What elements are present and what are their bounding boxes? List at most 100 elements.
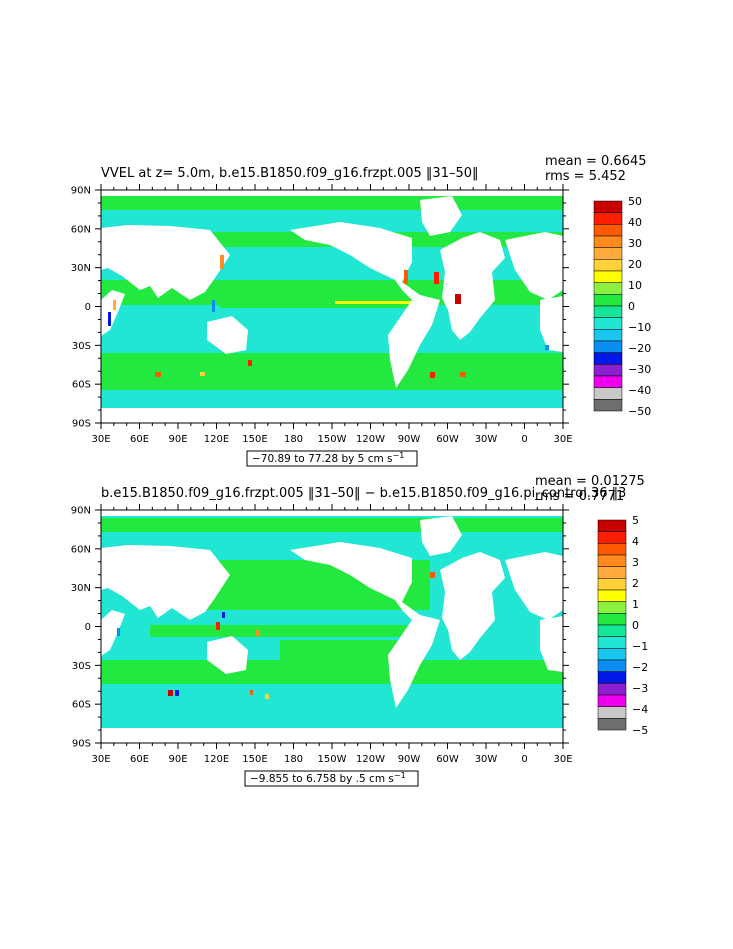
- colorbar-swatch: [593, 387, 623, 400]
- panel-bottom-title: b.e15.B1850.f09_g16.frzpt.005 ‖31–50‖ − …: [101, 486, 626, 501]
- lat-tick-label: 30S: [72, 661, 91, 672]
- lon-tick-label: 60E: [130, 434, 149, 445]
- lat-tick-label: 60N: [71, 544, 91, 555]
- lon-tick-label: 180: [284, 754, 303, 765]
- colorbar-label: 5: [632, 514, 639, 527]
- colorbar-label: −2: [632, 661, 648, 674]
- colorbar-swatch: [597, 706, 627, 719]
- diff-band-southern: [101, 660, 563, 684]
- colorbar-swatch: [597, 554, 627, 567]
- colorbar-swatch: [597, 648, 627, 661]
- panel-top-colorbar: 50 40 30 20 10 0 −10 −20 −30 −40 −50: [593, 195, 651, 418]
- lon-tick-label: 60W: [436, 754, 459, 765]
- colorbar-label: 2: [632, 577, 639, 590]
- panel-top-range-box: [246, 450, 418, 467]
- lat-tick-label: 30N: [71, 583, 91, 594]
- colorbar-swatch: [597, 694, 627, 707]
- lon-tick-label: 150W: [318, 434, 347, 445]
- panel-bottom-map: [101, 510, 563, 743]
- lat-tick-label: 90N: [71, 186, 91, 197]
- lat-tick-label: 30N: [71, 263, 91, 274]
- lon-tick-label: 120W: [356, 754, 385, 765]
- colorbar-label: −5: [632, 724, 648, 737]
- lon-tick-label: 120E: [204, 434, 229, 445]
- colorbar-label: 30: [628, 237, 642, 250]
- colorbar-label: 10: [628, 279, 642, 292]
- lon-tick-label: 0: [521, 434, 527, 445]
- lon-tick-label: 180: [284, 434, 303, 445]
- lat-tick-label: 90N: [71, 506, 91, 517]
- lon-tick-label: 90E: [168, 754, 187, 765]
- band-equatorial: [220, 300, 420, 308]
- panel-bottom-mean: mean = 0.01275: [535, 474, 645, 489]
- colorbar-swatch: [593, 200, 623, 213]
- panel-bottom-colorbar: 5 4 3 2 1 0 −1 −2 −3 −4 −5: [597, 514, 648, 737]
- colorbar-swatch: [593, 364, 623, 377]
- panel-top-map: [101, 190, 563, 423]
- colorbar-swatch: [597, 589, 627, 602]
- diff-band-equatorial: [150, 625, 430, 637]
- band-subtropic-south: [101, 305, 563, 353]
- extremes-top: [108, 255, 549, 378]
- lon-tick-label: 30E: [91, 434, 110, 445]
- lon-tick-label: 150E: [242, 754, 267, 765]
- colorbar-label: 3: [632, 556, 639, 569]
- panel-top: VVEL at z= 5.0m, b.e15.B1850.f09_g16.frz…: [71, 154, 651, 467]
- lon-tick-label: 90W: [398, 434, 421, 445]
- colorbar-swatch: [597, 519, 627, 532]
- lon-tick-label: 120E: [204, 754, 229, 765]
- panel-top-title: VVEL at z= 5.0m, b.e15.B1850.f09_g16.frz…: [101, 166, 479, 181]
- colorbar-swatch: [597, 718, 627, 731]
- colorbar-swatch: [597, 566, 627, 579]
- colorbar-label: 1: [632, 598, 639, 611]
- colorbar-swatch: [597, 578, 627, 591]
- diff-band-arctic: [101, 518, 563, 532]
- colorbar-label: 0: [632, 619, 639, 632]
- colorbar-swatch: [597, 683, 627, 696]
- panel-bottom-rms: rms = 0.7771: [535, 489, 624, 504]
- panel-bottom-range-text: −9.855 to 6.758 by .5 cm s−1: [250, 771, 406, 785]
- colorbar-label: −1: [632, 640, 648, 653]
- lon-tick-label: 0: [521, 754, 527, 765]
- band-southern: [101, 390, 563, 410]
- colorbar-swatch: [593, 329, 623, 342]
- extremes-bottom: [117, 572, 435, 699]
- lon-tick-label: 60W: [436, 434, 459, 445]
- colorbar-label: −50: [628, 405, 651, 418]
- lon-tick-label: 30W: [475, 754, 498, 765]
- lon-tick-label: 90E: [168, 434, 187, 445]
- colorbar-swatch: [597, 543, 627, 556]
- lat-tick-label: 60S: [72, 700, 91, 711]
- colorbar-label: −40: [628, 384, 651, 397]
- colorbar-swatch: [597, 601, 627, 614]
- colorbar-swatch: [593, 270, 623, 283]
- colorbar-swatch: [593, 247, 623, 260]
- colorbar-label: −10: [628, 321, 651, 334]
- lat-tick-label: 60S: [72, 380, 91, 391]
- colorbar-swatch: [593, 294, 623, 307]
- diff-band-south-pacific: [280, 640, 400, 660]
- lon-tick-label: 150E: [242, 434, 267, 445]
- colorbar-swatch: [593, 282, 623, 295]
- colorbar-label: −20: [628, 342, 651, 355]
- colorbar-swatch: [597, 671, 627, 684]
- colorbar-swatch: [593, 224, 623, 237]
- lon-tick-label: 60E: [130, 754, 149, 765]
- colorbar-swatch: [597, 659, 627, 672]
- colorbar-swatch: [597, 613, 627, 626]
- colorbar-label: 4: [632, 535, 639, 548]
- colorbar-swatch: [597, 624, 627, 637]
- lon-tick-label: 90W: [398, 754, 421, 765]
- lon-tick-label: 120W: [356, 434, 385, 445]
- lat-tick-label: 30S: [72, 341, 91, 352]
- panel-top-mean: mean = 0.6645: [545, 154, 647, 169]
- colorbar-label: 20: [628, 258, 642, 271]
- colorbar-label: 50: [628, 195, 642, 208]
- colorbar-label: −4: [632, 703, 648, 716]
- colorbar-label: 40: [628, 216, 642, 229]
- colorbar-swatch: [593, 352, 623, 365]
